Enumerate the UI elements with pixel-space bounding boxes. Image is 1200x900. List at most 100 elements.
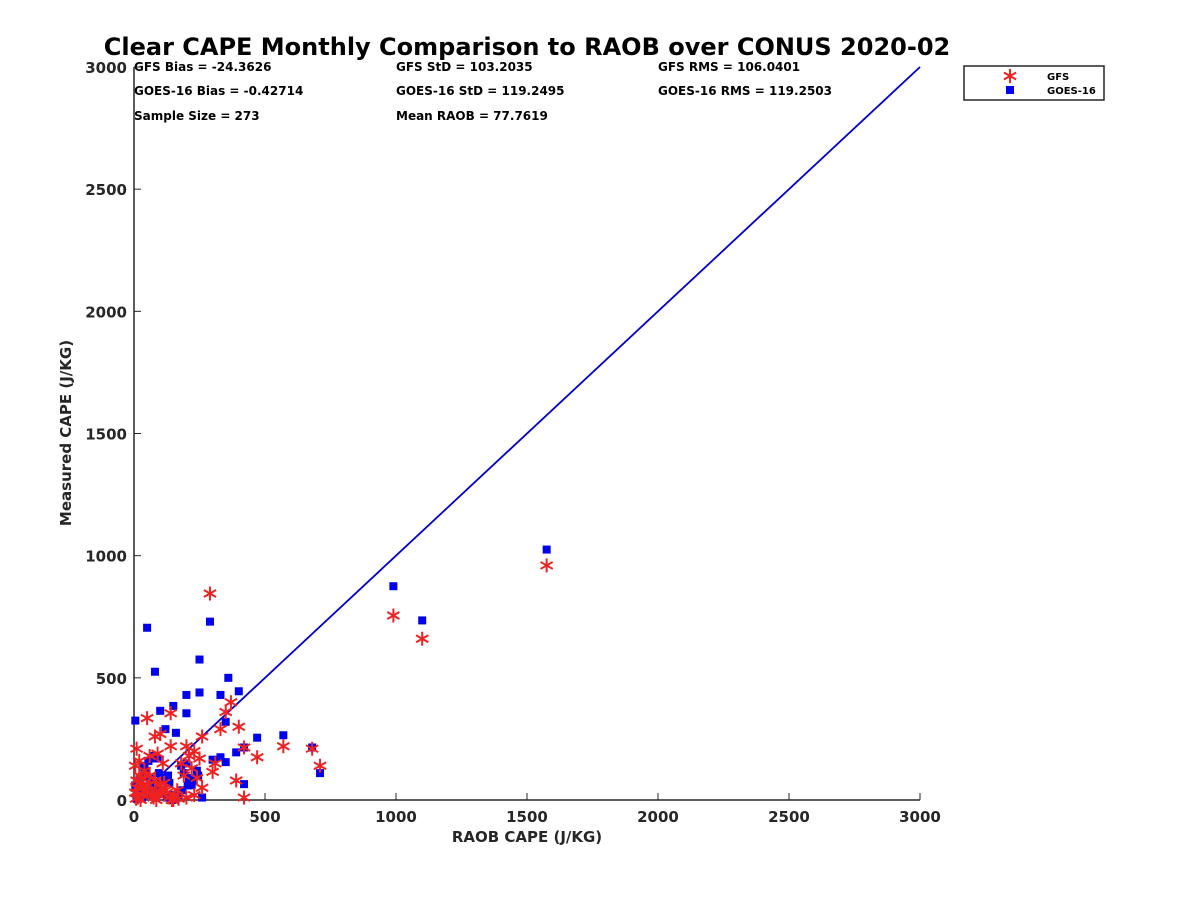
gfs-point [130,773,144,788]
goes16-point [221,717,230,726]
stats-text: GOES-16 RMS = 119.2503 [658,84,832,98]
gfs-point [135,778,149,793]
goes16-point [253,733,262,742]
legend-box [963,65,1105,101]
goes16-point [221,758,230,767]
goes16-point [183,781,192,790]
x-tick-label: 3000 [899,808,941,826]
y-tick-label: 2000 [85,303,127,321]
gfs-point [540,558,554,573]
gfs-point [143,768,157,783]
gfs-point [177,768,191,783]
gfs-point [182,749,196,764]
y-tick-label: 0 [117,792,127,810]
gfs-point [140,783,154,798]
goes16-point [137,793,146,802]
chart-title: Clear CAPE Monthly Comparison to RAOB ov… [104,33,950,61]
goes16-point [182,709,191,718]
gfs-point [415,631,429,646]
gfs-point [386,608,400,623]
gfs-point [154,780,169,795]
gfs-point [153,727,167,742]
stats-text: GOES-16 Bias = -0.42714 [134,84,303,98]
gfs-point [130,741,144,756]
goes16-point [182,759,191,768]
goes16-point [171,728,180,737]
gfs-point [150,746,165,761]
gfs-point [313,758,327,773]
goes16-point [131,716,140,725]
gfs-point [128,758,142,773]
x-tick-label: 500 [249,808,280,826]
axes: 0 500 1000 1500 2000 2500 3000 0 500 1000 1500 2000… [85,59,941,826]
gfs-point [143,749,157,764]
goes16-point [169,701,178,710]
y-axis-label: Measured CAPE (J/KG) [57,340,75,526]
gfs-point [276,739,290,754]
gfs-point [208,756,222,771]
goes16-point [216,690,225,699]
gfs-point [219,705,233,720]
x-tick-label: 2500 [768,808,810,826]
gfs-point [190,771,204,786]
legend-goes16-label: GOES-16 [1047,86,1096,97]
y-tick-label: 500 [96,670,127,688]
gfs-point [165,793,179,807]
gfs-point [237,740,251,755]
gfs-point [157,775,171,790]
goes16-point [205,617,214,626]
x-tick-label: 0 [129,808,139,826]
gfs-point [170,783,184,798]
goes16-point [224,673,233,682]
gfs-point [224,695,238,710]
goes16-point [154,769,163,778]
gfs-point [145,788,159,803]
stats-text: GOES-16 StD = 119.2495 [396,84,565,98]
stats-text: Sample Size = 273 [134,109,260,123]
gfs-point [132,768,146,783]
reference-line [133,66,921,801]
legend: GFS GOES-16 [963,65,1105,101]
gfs-point [213,722,228,737]
goes16-point [195,688,204,697]
gfs-point [192,751,207,766]
goes16-point [182,690,191,699]
goes16-point [139,761,148,770]
gfs-point [185,761,199,776]
goes16-point [143,623,152,632]
goes16-point [234,687,243,696]
gfs-point [164,706,178,721]
gfs-point [250,750,264,765]
y-tick-label: 1000 [85,548,127,566]
stats-text: GFS Bias = -24.3626 [134,60,271,74]
data-points [128,545,554,807]
gfs-point [203,586,217,601]
x-tick-label: 2000 [637,808,679,826]
gfs-point [229,773,243,788]
y-tick-label: 1500 [85,426,127,444]
gfs-point [140,711,154,726]
legend-gfs-marker [1003,69,1017,83]
gfs-point [195,780,209,795]
goes16-point [198,793,207,802]
gfs-point [232,719,246,734]
goes16-point [165,778,174,787]
y-tick-label: 3000 [85,59,127,77]
legend-gfs-label: GFS [1047,72,1069,83]
goes16-point [161,725,170,734]
goes16-point [316,769,325,778]
goes16-point [232,748,241,757]
stats-text: GFS RMS = 106.0401 [658,60,800,74]
gfs-point [156,756,170,771]
x-axis-label: RAOB CAPE (J/KG) [452,828,602,846]
goes16-point [144,756,153,765]
gfs-point [305,741,319,756]
gfs-point [237,790,251,805]
goes16-point [279,731,288,740]
gfs-point [164,739,178,754]
goes16-point [542,545,551,554]
one-to-one-line [133,66,921,801]
goes16-point [418,616,427,625]
